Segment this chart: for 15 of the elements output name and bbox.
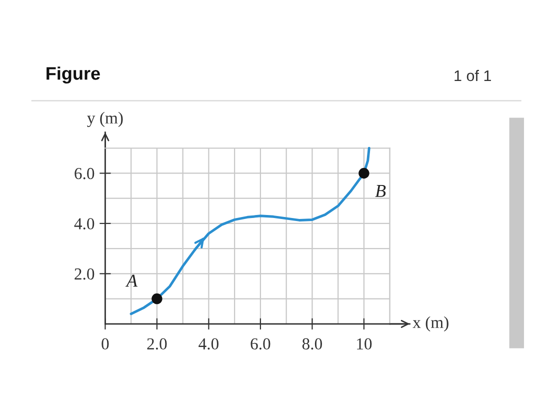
y-tick-label: 4.0 [74,218,94,230]
x-tick-label: 0 [102,338,109,350]
y-axis-title: y (m) [87,112,123,128]
x-tick-label: 10 [357,338,372,350]
annotation: B [375,185,386,197]
annotation: A [125,274,138,287]
x-tick-label: 6.0 [250,338,270,350]
y-tick-label: 6.0 [74,168,94,180]
chart-title: Figure [46,66,100,84]
x-tick-label: 8.0 [302,338,322,350]
x-axis-title: x (m) [412,316,448,332]
x-tick-label: 4.0 [198,338,218,350]
x-tick-label: 2.0 [147,338,167,350]
text: 1 of 1 [454,70,491,82]
y-tick-label: 2.0 [74,268,94,280]
